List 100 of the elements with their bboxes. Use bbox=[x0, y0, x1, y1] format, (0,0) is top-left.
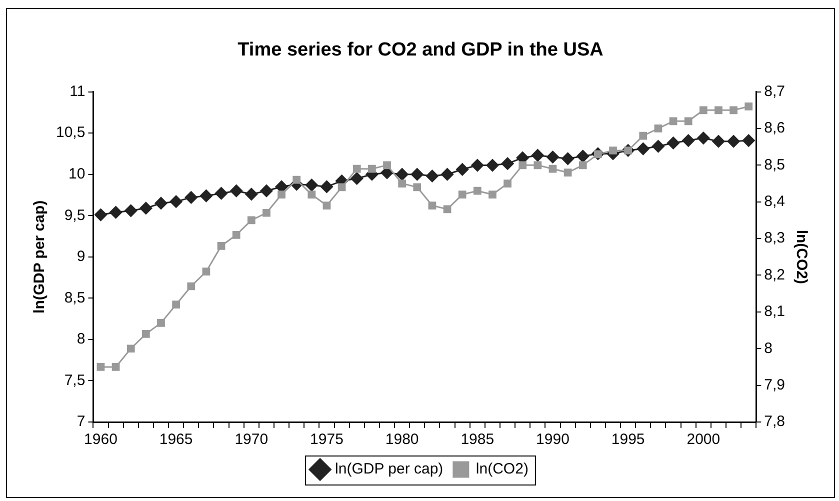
point bbox=[727, 135, 740, 148]
point bbox=[94, 208, 107, 222]
y2-tick-label: 7,8 bbox=[764, 413, 786, 430]
point bbox=[245, 188, 258, 200]
y-tick-label: 9,5 bbox=[64, 206, 86, 224]
point bbox=[140, 202, 152, 214]
point bbox=[426, 170, 438, 182]
point bbox=[744, 102, 753, 110]
point bbox=[699, 106, 708, 114]
y-tick-label: 10,5 bbox=[56, 124, 86, 142]
y-tick-label: 9 bbox=[76, 248, 86, 266]
point bbox=[548, 164, 557, 173]
point bbox=[564, 168, 572, 176]
point bbox=[682, 134, 695, 147]
point bbox=[215, 187, 228, 200]
point bbox=[126, 344, 135, 353]
y-tick-label: 11 bbox=[70, 82, 86, 100]
point bbox=[262, 208, 270, 217]
x-tick-label: 2000 bbox=[686, 431, 720, 448]
point bbox=[654, 124, 662, 132]
x-tick-label: 1995 bbox=[611, 431, 645, 448]
point bbox=[639, 132, 648, 140]
point bbox=[473, 186, 482, 195]
y2-tick-label: 8,2 bbox=[764, 266, 786, 284]
point bbox=[576, 150, 590, 162]
point bbox=[184, 191, 198, 204]
point bbox=[652, 140, 664, 153]
point bbox=[322, 202, 331, 210]
x-tick-label: 1970 bbox=[234, 431, 268, 448]
point bbox=[456, 163, 469, 176]
y2-tick-label: 8,5 bbox=[764, 156, 786, 174]
legend-label: ln(CO2) bbox=[476, 460, 528, 478]
point bbox=[714, 106, 722, 114]
point bbox=[410, 168, 424, 181]
point bbox=[667, 136, 680, 150]
y2-tick-label: 8,3 bbox=[764, 230, 786, 247]
point bbox=[413, 183, 422, 192]
point bbox=[305, 178, 318, 192]
point bbox=[202, 268, 210, 276]
point bbox=[352, 164, 361, 173]
point bbox=[157, 319, 165, 327]
point bbox=[247, 216, 256, 224]
x-tick-label: 1985 bbox=[460, 431, 494, 448]
y2-tick-label: 8,4 bbox=[764, 193, 786, 210]
point bbox=[232, 230, 240, 239]
point bbox=[172, 300, 180, 309]
point bbox=[142, 330, 150, 338]
point bbox=[124, 204, 138, 217]
point bbox=[504, 180, 512, 188]
point bbox=[230, 184, 243, 198]
point bbox=[398, 180, 406, 188]
y2-tick-label: 7,9 bbox=[764, 376, 786, 394]
point bbox=[471, 159, 484, 172]
point bbox=[684, 117, 692, 126]
point bbox=[112, 363, 120, 371]
point bbox=[200, 190, 212, 202]
point bbox=[278, 190, 286, 198]
y-tick-label: 8,5 bbox=[64, 289, 86, 306]
point bbox=[217, 242, 226, 250]
chart-title: Time series for CO2 and GDP in the USA bbox=[238, 40, 604, 61]
y-tick-label: 10 bbox=[68, 165, 86, 182]
point bbox=[350, 172, 364, 185]
point bbox=[187, 282, 196, 290]
point bbox=[383, 161, 391, 170]
x-tick-label: 1960 bbox=[84, 431, 118, 448]
y-tick-label: 7,5 bbox=[64, 372, 86, 389]
point bbox=[368, 164, 376, 173]
x-tick-label: 1975 bbox=[310, 431, 344, 448]
point bbox=[458, 190, 466, 198]
point bbox=[546, 150, 559, 164]
point bbox=[170, 195, 182, 208]
point bbox=[441, 168, 454, 181]
point bbox=[636, 142, 650, 156]
point bbox=[110, 206, 122, 219]
point bbox=[609, 146, 617, 154]
y-tick-label: 7 bbox=[76, 413, 86, 430]
point bbox=[669, 117, 678, 126]
x-tick-label: 1965 bbox=[159, 431, 193, 448]
legend-label: ln(GDP per cap) bbox=[335, 460, 444, 478]
point bbox=[488, 190, 496, 198]
point bbox=[308, 190, 316, 198]
point bbox=[338, 183, 346, 192]
point bbox=[96, 363, 105, 371]
point bbox=[154, 196, 168, 210]
y-axis-title: ln(GDP per cap) bbox=[31, 200, 48, 314]
point bbox=[486, 159, 499, 172]
point bbox=[443, 205, 452, 214]
point bbox=[320, 180, 333, 193]
point bbox=[260, 184, 273, 198]
y2-tick-label: 8,1 bbox=[764, 303, 786, 320]
x-tick-label: 1980 bbox=[385, 431, 419, 448]
point bbox=[697, 132, 710, 144]
point bbox=[742, 134, 755, 147]
point bbox=[531, 149, 544, 162]
point bbox=[518, 161, 527, 170]
point bbox=[578, 161, 587, 170]
y2-tick-label: 8,7 bbox=[764, 82, 786, 100]
point bbox=[562, 152, 574, 165]
y2-axis-title: ln(CO2) bbox=[792, 230, 810, 284]
y-tick-label: 8 bbox=[76, 330, 86, 348]
